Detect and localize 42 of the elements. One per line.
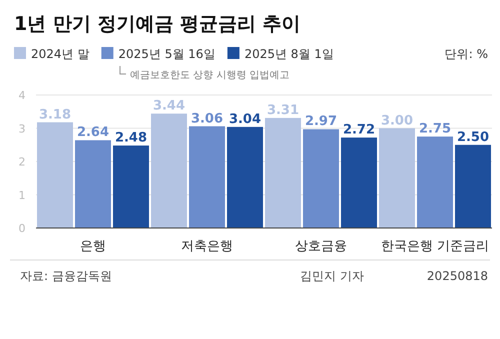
x-tick-label: 상호금융 <box>295 239 347 254</box>
text: 2.75 <box>418 122 452 137</box>
text: 3.00 <box>380 113 414 128</box>
text: 3.06 <box>190 111 224 126</box>
chart-title: 1년 만기 정기예금 평균금리 추이 <box>14 13 301 35</box>
text: 2.50 <box>456 130 490 145</box>
y-tick-label: 3 <box>18 122 26 136</box>
y-tick-label: 1 <box>18 188 26 202</box>
legend-label: 2025년 8월 1일 <box>244 47 334 61</box>
y-tick-label: 2 <box>18 156 26 168</box>
text: 김민지 기자 <box>300 269 364 283</box>
bar <box>455 144 491 228</box>
text: 단위: % <box>444 47 488 61</box>
legend-label: 2024년 말 <box>31 47 90 61</box>
x-tick-label: 저축은행 <box>181 239 233 254</box>
x-tick-label: 은행 <box>80 239 106 254</box>
text: 2.97 <box>304 114 338 130</box>
text: 예금보호한도 상향 시행령 입법예고 <box>130 70 290 81</box>
legend-label: 2025년 5월 16일 <box>118 47 216 61</box>
text: 3.18 <box>38 107 72 122</box>
bar <box>303 129 339 228</box>
bar <box>265 118 301 228</box>
bar <box>113 146 149 228</box>
text: 2.64 <box>76 125 110 140</box>
text: 20250818 <box>426 269 488 283</box>
bar <box>151 114 187 228</box>
text: 2.72 <box>342 122 376 138</box>
y-tick-label: 4 <box>18 89 26 102</box>
bar <box>341 138 377 228</box>
bar <box>189 126 225 228</box>
bar <box>75 140 111 228</box>
bar <box>227 126 263 228</box>
bar <box>417 136 453 228</box>
bar <box>37 122 73 228</box>
x-tick-label: 한국은행 기준금리 <box>380 239 490 254</box>
text: 2.48 <box>114 130 148 146</box>
text: 3.44 <box>152 98 186 114</box>
text: 3.04 <box>228 112 262 127</box>
text: 자료: 금융감독원 <box>20 269 112 283</box>
y-tick-label: 0 <box>18 222 26 235</box>
text: 3.31 <box>266 102 300 118</box>
bar <box>379 128 415 228</box>
